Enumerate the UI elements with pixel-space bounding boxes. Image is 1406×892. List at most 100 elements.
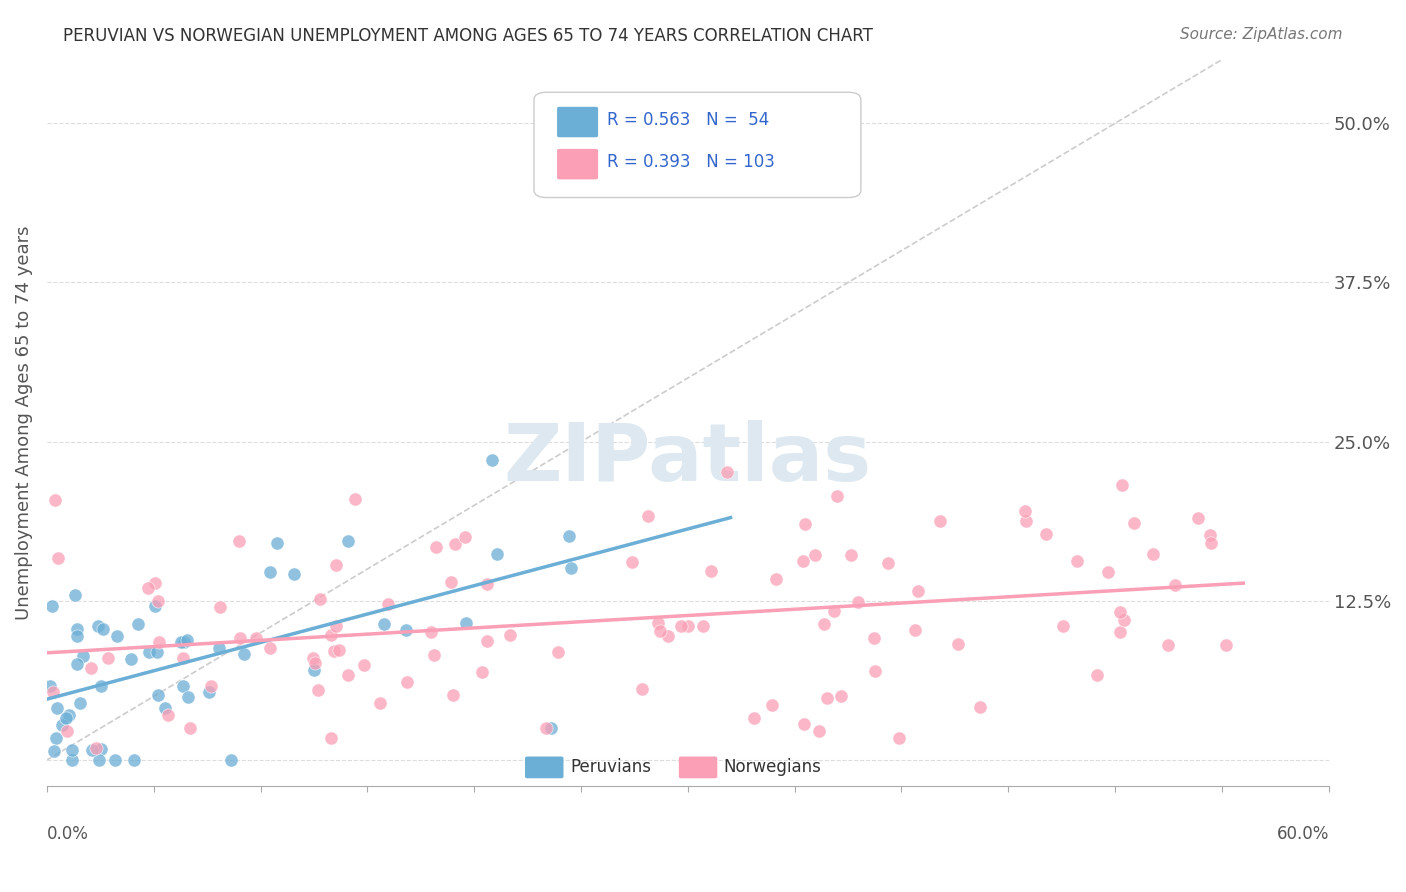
- Point: [200, 679, 222, 693]
- Point: [969, 699, 991, 714]
- Point: [377, 598, 399, 612]
- Point: [344, 491, 367, 506]
- Point: [648, 624, 671, 638]
- Point: [229, 631, 252, 645]
- Point: [304, 656, 326, 670]
- Point: [863, 665, 886, 679]
- Point: [55, 711, 77, 725]
- Point: [39, 679, 62, 693]
- Point: [41, 599, 63, 614]
- Text: PERUVIAN VS NORWEGIAN UNEMPLOYMENT AMONG AGES 65 TO 74 YEARS CORRELATION CHART: PERUVIAN VS NORWEGIAN UNEMPLOYMENT AMONG…: [63, 27, 873, 45]
- Point: [104, 753, 127, 767]
- Point: [176, 632, 198, 647]
- Point: [813, 616, 835, 631]
- Point: [138, 645, 160, 659]
- Text: ZIPatlas: ZIPatlas: [503, 420, 872, 498]
- Point: [887, 731, 910, 745]
- Point: [647, 615, 669, 630]
- Point: [208, 640, 231, 655]
- Point: [136, 581, 159, 595]
- Point: [475, 633, 498, 648]
- Point: [143, 576, 166, 591]
- Point: [60, 753, 83, 767]
- Point: [302, 663, 325, 677]
- Point: [87, 753, 110, 767]
- Point: [1122, 516, 1144, 530]
- Point: [440, 575, 463, 590]
- Point: [66, 629, 89, 643]
- Point: [337, 668, 360, 682]
- Point: [58, 707, 80, 722]
- Point: [1164, 577, 1187, 591]
- Point: [792, 554, 814, 568]
- Point: [1187, 511, 1209, 525]
- Point: [45, 731, 67, 745]
- FancyBboxPatch shape: [557, 107, 598, 137]
- Point: [481, 453, 503, 467]
- Point: [173, 634, 195, 648]
- Point: [60, 743, 83, 757]
- Point: [46, 550, 69, 565]
- Point: [807, 723, 830, 738]
- Point: [1097, 565, 1119, 579]
- Point: [692, 619, 714, 633]
- Point: [1156, 639, 1178, 653]
- Point: [846, 595, 869, 609]
- Point: [209, 600, 232, 615]
- Point: [793, 717, 815, 731]
- Point: [322, 644, 344, 658]
- Point: [51, 717, 73, 731]
- Point: [456, 616, 478, 631]
- Point: [657, 629, 679, 643]
- Point: [143, 599, 166, 613]
- Point: [122, 753, 145, 767]
- Point: [155, 700, 177, 714]
- Point: [353, 658, 375, 673]
- Point: [547, 645, 569, 659]
- Point: [121, 652, 143, 666]
- FancyBboxPatch shape: [557, 149, 598, 179]
- Point: [307, 683, 329, 698]
- Point: [540, 721, 562, 735]
- Point: [946, 636, 969, 650]
- FancyBboxPatch shape: [524, 756, 564, 779]
- Point: [42, 744, 65, 758]
- Point: [148, 635, 170, 649]
- Point: [308, 591, 330, 606]
- Point: [716, 465, 738, 479]
- Y-axis label: Unemployment Among Ages 65 to 74 years: Unemployment Among Ages 65 to 74 years: [15, 226, 32, 620]
- Point: [198, 684, 221, 698]
- Point: [395, 674, 418, 689]
- Point: [486, 547, 509, 561]
- Text: R = 0.563   N =  54: R = 0.563 N = 54: [607, 111, 769, 128]
- Point: [172, 651, 194, 665]
- Point: [266, 536, 288, 550]
- Point: [1142, 547, 1164, 561]
- Point: [441, 688, 464, 702]
- Point: [1114, 613, 1136, 627]
- Point: [804, 548, 827, 562]
- Point: [536, 721, 558, 735]
- Point: [761, 698, 783, 712]
- Point: [301, 651, 323, 665]
- Point: [862, 631, 884, 645]
- FancyBboxPatch shape: [679, 756, 717, 779]
- Point: [475, 576, 498, 591]
- Point: [105, 629, 128, 643]
- Point: [127, 617, 149, 632]
- Point: [839, 548, 862, 562]
- Point: [319, 731, 342, 746]
- Point: [170, 634, 193, 648]
- Point: [80, 743, 103, 757]
- Point: [823, 604, 845, 618]
- Point: [676, 618, 699, 632]
- Point: [146, 688, 169, 702]
- Point: [560, 561, 582, 575]
- Point: [55, 723, 77, 738]
- Text: Source: ZipAtlas.com: Source: ZipAtlas.com: [1180, 27, 1343, 42]
- Point: [63, 588, 86, 602]
- Text: 60.0%: 60.0%: [1277, 825, 1329, 844]
- Point: [1109, 605, 1132, 619]
- Point: [1215, 638, 1237, 652]
- Point: [700, 564, 723, 578]
